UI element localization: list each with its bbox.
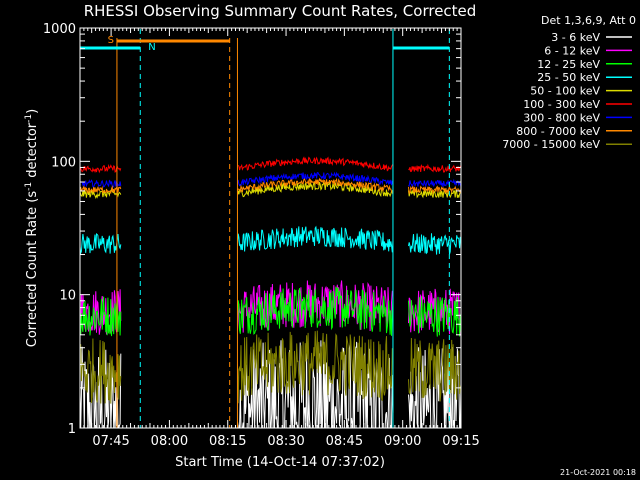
legend-label-3: 25 - 50 keV <box>537 71 600 84</box>
series-line-2 <box>79 286 462 337</box>
x-tick-label-2: 08:15 <box>209 434 246 449</box>
y-tick-label-1: 10 <box>59 289 76 304</box>
series-line-3 <box>79 225 462 256</box>
series-line-6 <box>79 171 462 188</box>
legend-label-7: 800 - 7000 keV <box>516 125 600 138</box>
y-axis-label-mid: detector <box>25 122 40 182</box>
y-axis-label: Corrected Count Rate (s-1 detector-1) <box>24 109 40 347</box>
timestamp: 21-Oct-2021 00:18 <box>560 468 636 477</box>
legend-header: Det 1,3,6,9, Att 0 <box>541 14 636 27</box>
x-tick-label-0: 07:45 <box>92 434 129 449</box>
legend-label-8: 7000 - 15000 keV <box>502 138 600 151</box>
x-tick-label-5: 09:00 <box>384 434 421 449</box>
series-line-7 <box>79 177 462 195</box>
series-line-5 <box>79 156 462 174</box>
chart-title: RHESSI Observing Summary Count Rates, Co… <box>84 2 477 20</box>
saa-label: S <box>108 35 114 46</box>
legend-label-6: 300 - 800 keV <box>523 111 600 124</box>
legend-label-5: 100 - 300 keV <box>523 98 600 111</box>
x-tick-label-3: 08:30 <box>267 434 304 449</box>
y-tick-label-0: 1 <box>68 422 76 437</box>
x-axis-label: Start Time (14-Oct-14 07:37:02) <box>175 455 385 470</box>
series-line-4 <box>79 180 462 200</box>
y-axis-label-sup2: -1 <box>24 114 34 123</box>
x-tick-label-4: 08:45 <box>326 434 363 449</box>
axis-layer: 07:45 08:00 08:15 08:30 08:45 09:00 09:15 1 10 10… <box>43 22 480 449</box>
x-tick-label-6: 09:15 <box>442 434 479 449</box>
legend-label-0: 3 - 6 keV <box>551 31 600 44</box>
y-tick-label-3: 1000 <box>43 22 76 37</box>
series-layer <box>79 156 462 429</box>
x-tick-label-1: 08:00 <box>151 434 188 449</box>
y-axis-label-main: Corrected Count Rate (s <box>25 191 40 348</box>
y-tick-label-2: 100 <box>51 155 76 170</box>
y-axis-label-sup1: -1 <box>24 182 34 191</box>
legend-label-1: 6 - 12 keV <box>544 44 600 57</box>
legend-label-2: 12 - 25 keV <box>537 58 600 71</box>
series-line-8 <box>79 330 462 404</box>
legend-label-4: 50 - 100 keV <box>530 85 600 98</box>
y-axis-label-end: ) <box>25 109 40 114</box>
night-label: N <box>148 42 155 53</box>
